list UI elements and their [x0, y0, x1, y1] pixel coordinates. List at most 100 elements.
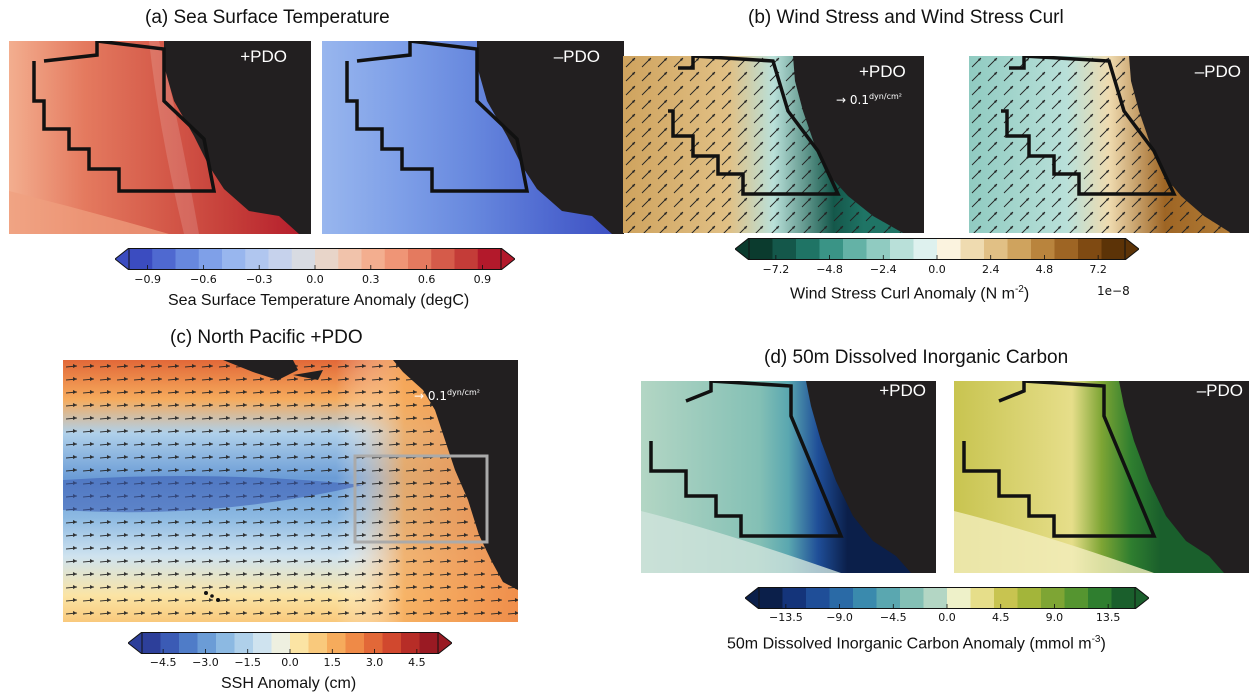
colorbar-tick-label: −1.5	[234, 656, 262, 669]
colorbar-b-multiplier: 1e−8	[1097, 284, 1130, 298]
colorbar-tick-label: −3.0	[192, 656, 219, 669]
colorbar-swatch	[253, 632, 272, 654]
colorbar-tick-label: 0.3	[362, 273, 380, 286]
colorbar-swatch	[759, 587, 783, 609]
colorbar-tick-label: 0.0	[928, 263, 946, 276]
colorbar-swatch	[431, 248, 455, 270]
colorbar-b	[734, 236, 1140, 262]
colorbar-extend-high	[500, 246, 516, 272]
colorbar-extend-high	[1134, 585, 1150, 611]
colorbar-swatch	[361, 248, 386, 270]
panel-a-minus-tag: –PDO	[553, 47, 600, 66]
panel-c-ref-vector: → 0.1dyn/cm²	[414, 388, 480, 403]
colorbar-swatch	[1017, 587, 1042, 609]
colorbar-swatch	[923, 587, 948, 609]
colorbar-swatch	[1111, 587, 1136, 609]
colorbar-a-swatches	[114, 246, 516, 272]
panel-a-title: (a) Sea Surface Temperature	[145, 7, 390, 28]
colorbar-tick-label: −0.6	[190, 273, 217, 286]
colorbar-swatch	[1007, 238, 1032, 260]
colorbar-swatch	[806, 587, 830, 609]
colorbar-swatch	[819, 238, 844, 260]
panel-b-ref-vector: → 0.1dyn/cm²	[836, 92, 902, 107]
colorbar-swatch	[796, 238, 820, 260]
colorbar-swatch	[947, 587, 971, 609]
colorbar-tick-label: 4.5	[408, 656, 426, 669]
panel-a-plus-tag: +PDO	[240, 47, 287, 66]
colorbar-swatch	[384, 248, 409, 270]
colorbar-tick-label: 13.5	[1095, 611, 1121, 624]
colorbar-d	[744, 585, 1150, 611]
panel-d-map-minus: –PDO	[954, 381, 1249, 573]
colorbar-d-swatches	[744, 585, 1150, 611]
panel-c-title: (c) North Pacific +PDO	[170, 327, 363, 348]
colorbar-swatch	[1041, 587, 1065, 609]
colorbar-tick-label: −7.2	[762, 263, 790, 276]
colorbar-swatch	[271, 632, 291, 654]
colorbar-swatch	[1064, 587, 1089, 609]
colorbar-swatch	[338, 248, 362, 270]
colorbar-swatch	[382, 632, 402, 654]
colorbar-c	[127, 630, 453, 656]
colorbar-extend-low	[744, 585, 760, 611]
colorbar-tick-label: 0.6	[417, 273, 436, 286]
colorbar-swatch	[866, 238, 891, 260]
colorbar-swatch	[970, 587, 995, 609]
colorbar-swatch	[843, 238, 867, 260]
colorbar-swatch	[268, 248, 293, 270]
colorbar-swatch	[327, 632, 346, 654]
colorbar-a-label: Sea Surface Temperature Anomaly (degC)	[168, 292, 470, 309]
panel-b-map-plus: +PDO → 0.1dyn/cm²	[623, 56, 924, 233]
colorbar-extend-low	[734, 236, 750, 262]
colorbar-swatch	[222, 248, 246, 270]
colorbar-frame	[758, 587, 1136, 609]
colorbar-swatch	[160, 632, 180, 654]
colorbar-c-label: SSH Anomaly (cm)	[221, 675, 357, 692]
colorbar-swatch	[129, 248, 153, 270]
colorbar-swatch	[315, 248, 339, 270]
colorbar-swatch	[1088, 587, 1112, 609]
colorbar-swatch	[913, 238, 938, 260]
colorbar-swatch	[1101, 238, 1126, 260]
colorbar-swatch	[829, 587, 854, 609]
colorbar-swatch	[175, 248, 200, 270]
colorbar-b-swatches	[734, 236, 1140, 262]
colorbar-extend-high	[1124, 236, 1140, 262]
colorbar-swatch	[984, 238, 1008, 260]
colorbar-swatch	[197, 632, 217, 654]
colorbar-swatch	[408, 248, 432, 270]
colorbar-swatch	[1078, 238, 1102, 260]
colorbar-swatch	[345, 632, 365, 654]
colorbar-extend-low	[114, 246, 130, 272]
colorbar-tick-label: 9.0	[1045, 611, 1064, 624]
colorbar-swatch	[179, 632, 198, 654]
colorbar-tick-label: 7.2	[1089, 263, 1107, 276]
panel-d-title: (d) 50m Dissolved Inorganic Carbon	[764, 347, 1069, 368]
colorbar-c-swatches	[127, 630, 453, 656]
colorbar-frame	[128, 248, 502, 270]
panel-d-map-plus: +PDO	[641, 381, 936, 573]
colorbar-extend-high	[437, 630, 453, 656]
colorbar-tick-label: 3.0	[365, 656, 384, 669]
colorbar-swatch	[772, 238, 797, 260]
panel-b-minus-tag: –PDO	[1194, 62, 1241, 81]
colorbar-swatch	[454, 248, 479, 270]
colorbar-tick-label: 2.4	[981, 263, 1000, 276]
colorbar-swatch	[216, 632, 235, 654]
colorbar-swatch	[308, 632, 328, 654]
colorbar-tick-label: 0.0	[306, 273, 324, 286]
colorbar-swatch	[900, 587, 924, 609]
colorbar-swatch	[477, 248, 502, 270]
colorbar-swatch	[419, 632, 439, 654]
colorbar-swatch	[890, 238, 914, 260]
colorbar-swatch	[853, 587, 877, 609]
colorbar-swatch	[290, 632, 309, 654]
colorbar-swatch	[876, 587, 901, 609]
colorbar-tick-label: −4.5	[149, 656, 177, 669]
colorbar-a	[114, 246, 516, 272]
colorbar-swatch	[782, 587, 807, 609]
colorbar-tick-label: 0.0	[281, 656, 299, 669]
colorbar-d-label: 50m Dissolved Inorganic Carbon Anomaly (…	[727, 634, 1106, 653]
panel-a-map-minus: –PDO	[322, 41, 624, 234]
panel-a-map-plus: +PDO	[9, 41, 311, 234]
